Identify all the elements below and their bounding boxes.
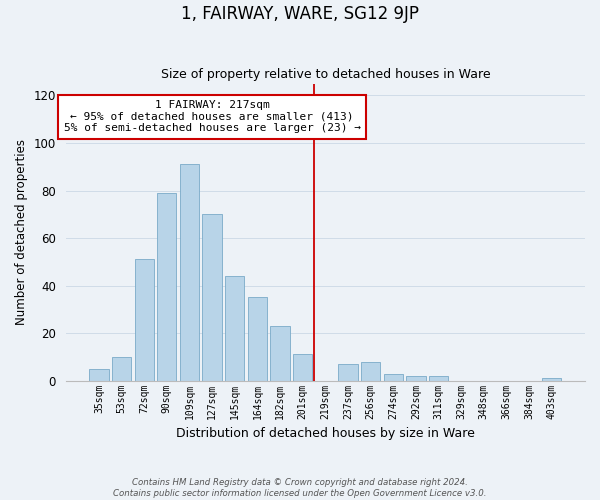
Bar xyxy=(406,376,425,380)
Text: 1, FAIRWAY, WARE, SG12 9JP: 1, FAIRWAY, WARE, SG12 9JP xyxy=(181,5,419,23)
Bar xyxy=(271,326,290,380)
X-axis label: Distribution of detached houses by size in Ware: Distribution of detached houses by size … xyxy=(176,427,475,440)
Bar xyxy=(361,362,380,380)
Bar xyxy=(338,364,358,380)
Bar xyxy=(89,369,109,380)
Bar xyxy=(383,374,403,380)
Title: Size of property relative to detached houses in Ware: Size of property relative to detached ho… xyxy=(161,68,490,81)
Bar xyxy=(202,214,222,380)
Bar xyxy=(542,378,562,380)
Text: Contains HM Land Registry data © Crown copyright and database right 2024.
Contai: Contains HM Land Registry data © Crown c… xyxy=(113,478,487,498)
Text: 1 FAIRWAY: 217sqm
← 95% of detached houses are smaller (413)
5% of semi-detached: 1 FAIRWAY: 217sqm ← 95% of detached hous… xyxy=(64,100,361,134)
Bar xyxy=(134,260,154,380)
Bar xyxy=(225,276,244,380)
Bar xyxy=(248,298,267,380)
Bar xyxy=(429,376,448,380)
Bar xyxy=(157,193,176,380)
Y-axis label: Number of detached properties: Number of detached properties xyxy=(15,139,28,325)
Bar xyxy=(112,357,131,380)
Bar xyxy=(293,354,313,380)
Bar xyxy=(180,164,199,380)
